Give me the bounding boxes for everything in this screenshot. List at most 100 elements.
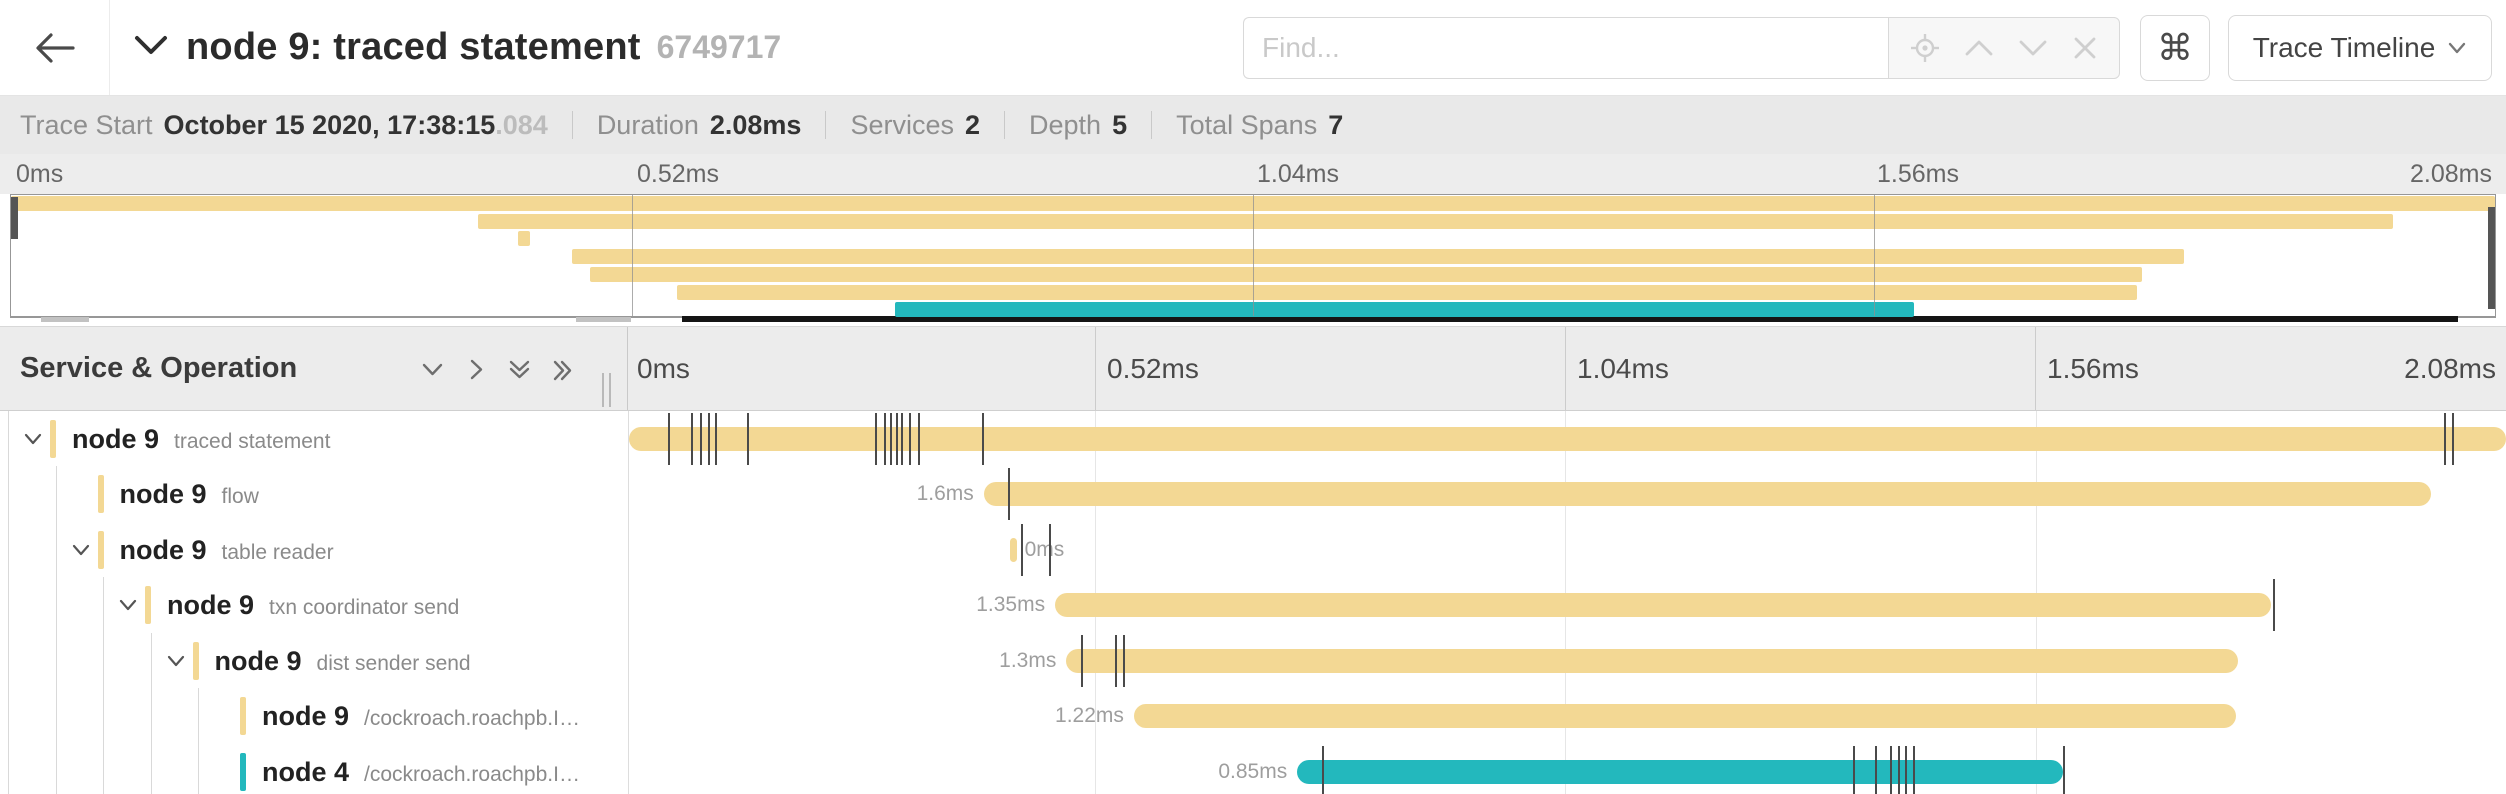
span-log-tick — [2273, 579, 2276, 632]
span-collapse-chevron-icon[interactable] — [116, 594, 140, 616]
page-title: node 9: traced statement 6749717 — [186, 0, 781, 95]
span-row[interactable]: node 9/cockroach.roachpb.I… 1.22ms — [0, 688, 2506, 744]
arrow-left-icon — [33, 31, 77, 65]
view-selector-button[interactable]: Trace Timeline — [2228, 15, 2492, 81]
service-color-chip — [192, 641, 199, 680]
span-log-tick — [1905, 745, 1908, 794]
gridline — [1565, 327, 1566, 410]
span-row[interactable]: node 9 table reader 0ms — [0, 522, 2506, 578]
span-row[interactable]: node 9 txn coordinator send 1.35ms — [0, 577, 2506, 633]
service-name: node 4/cockroach.roachpb.I… — [262, 756, 580, 787]
clear-search-icon[interactable] — [2071, 34, 2099, 62]
span-row[interactable]: node 9 dist sender send 1.3ms — [0, 633, 2506, 689]
service-name: node 9 flow — [119, 479, 259, 510]
view-selector-label: Trace Timeline — [2252, 32, 2436, 63]
indent-guide — [150, 632, 152, 794]
span-collapse-chevron-icon[interactable] — [21, 428, 45, 450]
separator — [1004, 111, 1006, 139]
minimap-span-bar — [517, 231, 531, 247]
expand-all-icon[interactable] — [549, 356, 578, 385]
span-duration-label: 0ms — [1024, 537, 1065, 561]
column-divider — [628, 411, 629, 794]
summary-label: Services — [850, 109, 954, 140]
span-log-tick — [1049, 523, 1052, 576]
service-name: node 9 table reader — [119, 534, 334, 565]
minimap-left-scrubber-handle[interactable] — [11, 197, 18, 239]
span-duration-bar[interactable] — [1297, 759, 2064, 784]
span-duration-label: 0.85ms — [1218, 759, 1288, 783]
locate-icon[interactable] — [1909, 32, 1941, 64]
span-duration-bar[interactable] — [1055, 593, 2272, 618]
service-name: node 9 dist sender send — [214, 645, 471, 676]
expand-one-icon[interactable] — [463, 356, 490, 383]
span-row[interactable]: node 4/cockroach.roachpb.I… 0.85ms — [0, 744, 2506, 794]
separator — [825, 111, 827, 139]
minimap-scroll-thumb[interactable] — [681, 316, 2458, 322]
operation-name: dist sender send — [316, 651, 471, 675]
span-collapse-chevron-icon[interactable] — [164, 650, 188, 672]
span-log-tick — [1852, 745, 1855, 794]
page-header: node 9: traced statement 6749717 — [0, 0, 2506, 96]
summary-value: 2 — [964, 109, 981, 140]
span-log-tick — [1912, 745, 1915, 794]
span-log-tick — [1081, 634, 1084, 687]
find-input[interactable] — [1243, 17, 1888, 79]
summary-value-suffix: .084 — [495, 109, 548, 140]
minimap-tick-label: 1.04ms — [1257, 160, 1339, 188]
next-result-icon[interactable] — [2016, 36, 2050, 60]
minimap-canvas[interactable] — [10, 194, 2496, 322]
timeline-tick-label: 0ms — [637, 353, 690, 384]
back-button[interactable] — [0, 0, 110, 95]
span-duration-bar[interactable] — [1066, 648, 2238, 673]
span-log-tick — [668, 413, 671, 465]
service-color-chip — [97, 475, 104, 514]
span-duration-bar[interactable] — [629, 427, 2506, 451]
indent-guide — [103, 577, 104, 794]
summary-label: Total Spans — [1176, 109, 1318, 140]
span-timeline-cell: 1.3ms — [629, 633, 2506, 689]
span-duration-bar[interactable] — [1010, 537, 1017, 562]
span-log-tick — [1122, 634, 1125, 687]
span-log-tick — [1897, 745, 1900, 794]
minimap-gridline — [1874, 195, 1875, 316]
keyboard-shortcuts-button[interactable]: ⌘ — [2140, 15, 2210, 81]
span-log-tick — [707, 413, 710, 465]
collapse-trace-chevron-icon[interactable] — [130, 30, 172, 60]
span-timeline-cell — [629, 411, 2506, 467]
minimap-span-bar — [589, 266, 2143, 282]
timeline-tick-label: 1.04ms — [1577, 353, 1669, 384]
minimap-tick-label: 0.52ms — [637, 160, 719, 188]
collapse-one-icon[interactable] — [419, 356, 446, 383]
span-collapse-chevron-icon[interactable] — [69, 539, 93, 561]
span-log-tick — [874, 413, 877, 465]
span-duration-bar[interactable] — [983, 482, 2431, 507]
prev-result-icon[interactable] — [1962, 36, 1996, 60]
span-row[interactable]: node 9 flow 1.6ms — [0, 466, 2506, 522]
service-name: node 9/cockroach.roachpb.I… — [262, 701, 580, 732]
span-log-tick — [884, 413, 887, 465]
find-toolbar — [1888, 17, 2120, 79]
span-rows: node 9 traced statement node 9 flow 1.6ms … — [0, 411, 2506, 794]
timeline-tick-label: 1.56ms — [2047, 353, 2139, 384]
column-resizer-handle[interactable] — [600, 373, 614, 407]
minimap-tick-label: 2.08ms — [2410, 160, 2492, 188]
summary-label: Duration — [596, 109, 699, 140]
minimap-span-bar — [676, 284, 2138, 300]
span-row[interactable]: node 9 traced statement — [0, 411, 2506, 467]
separator — [571, 111, 573, 139]
service-operation-title: Service & Operation — [20, 352, 298, 384]
service-operation-header: Service & Operation — [0, 327, 628, 410]
span-duration-bar[interactable] — [1133, 704, 2236, 729]
span-log-tick — [747, 413, 750, 465]
collapse-all-icon[interactable] — [505, 356, 534, 385]
span-log-tick — [715, 413, 718, 465]
minimap-right-scrubber-handle[interactable] — [2488, 207, 2495, 309]
trace-summary-bar: Trace Start October 15 2020, 17:38:15.084… — [0, 96, 2506, 154]
gridline — [1095, 327, 1096, 410]
span-timeline-cell: 1.22ms — [629, 688, 2506, 744]
operation-name: /cockroach.roachpb.I… — [364, 762, 580, 786]
span-log-tick — [889, 413, 892, 465]
minimap-scroll-stub — [41, 317, 89, 322]
trace-id: 6749717 — [656, 29, 782, 65]
operation-name: txn coordinator send — [269, 596, 460, 620]
